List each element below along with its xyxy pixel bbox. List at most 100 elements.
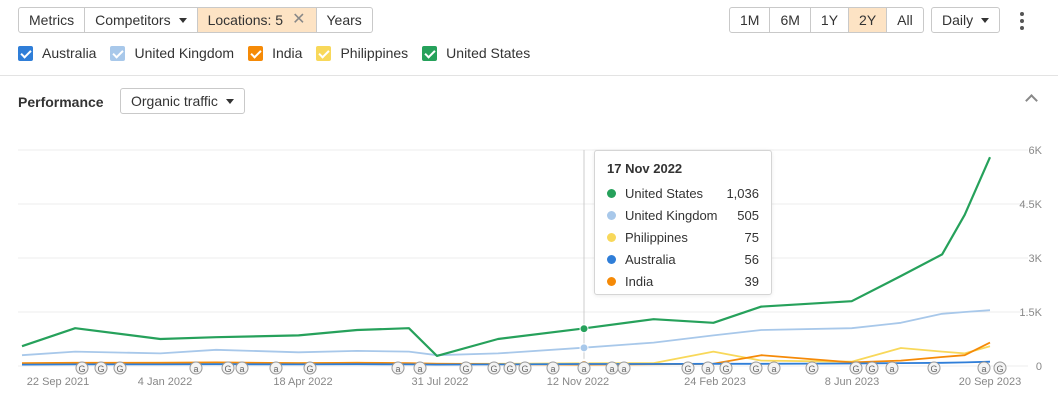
y-axis-ticks: 6K 4.5K 3K 1.5K 0 [1019,145,1042,373]
annotation-marker: G [749,361,763,375]
tooltip-series-name: India [625,273,654,289]
tooltip-series-value: 1,036 [726,185,759,201]
annotation-marker: a [701,361,715,375]
legend-item-united-kingdom[interactable]: United Kingdom [110,45,234,61]
legend-item-australia[interactable]: Australia [18,45,96,61]
tooltip-date: 17 Nov 2022 [607,161,683,176]
granularity-dropdown[interactable]: Daily [931,7,1001,33]
tooltip-series-name: Australia [625,251,676,267]
years-button[interactable]: Years [316,7,373,33]
annotation-label: G [506,364,513,374]
annotation-circle [269,361,283,375]
annotation-label: a [273,364,278,374]
series-legend: Australia United Kingdom India Philippin… [18,45,530,61]
annotation-marker: G [94,361,108,375]
annotation-marker: G [303,361,317,375]
x-tick-label: 31 Jul 2022 [412,376,469,388]
granularity-label: Daily [942,12,974,28]
more-options-icon[interactable] [1019,12,1025,30]
annotation-circle [75,361,89,375]
metric-label: Organic traffic [131,93,218,109]
annotation-label: G [808,364,815,374]
annotation-marker: a [269,361,283,375]
tooltip-series-value: 56 [744,251,759,267]
tooltip-row: United States 1,036 [607,182,759,204]
annotation-circle [927,361,941,375]
legend-item-philippines[interactable]: Philippines [316,45,408,61]
y-tick-label: 1.5K [1019,307,1042,319]
checkbox-icon[interactable] [422,45,438,61]
annotation-marker: G [681,361,695,375]
checkbox-icon[interactable] [316,45,332,61]
annotation-label: G [97,364,104,374]
annotation-circle [189,361,203,375]
competitors-label: Competitors [95,12,171,28]
tooltip-series-name: United States [625,185,704,201]
annotation-circle [719,361,733,375]
caret-down-icon [225,98,234,104]
annotation-marker: a [413,361,427,375]
annotation-circle [993,361,1007,375]
annotation-marker: G [993,361,1007,375]
checkbox-icon[interactable] [18,45,33,61]
annotation-marker: G [518,361,532,375]
legend-item-united-states[interactable]: United States [422,45,530,61]
annotation-circle [235,361,249,375]
legend-label: Philippines [340,45,409,61]
annotation-circle [459,361,473,375]
checkbox-icon[interactable] [248,45,264,61]
tooltip-series-name: United Kingdom [625,207,718,223]
range-6m-button[interactable]: 6M [770,7,811,33]
annotation-label: G [930,364,937,374]
range-1m-button[interactable]: 1M [729,7,771,33]
performance-title: Performance [18,94,104,110]
annotation-label: G [868,364,875,374]
legend-item-india[interactable]: India [248,45,302,61]
annotation-label: G [684,364,691,374]
annotation-marker: a [235,361,249,375]
annotation-label: G [224,364,231,374]
annotation-circle [487,361,501,375]
annotation-marker: G [75,361,89,375]
legend-label: Australia [42,45,97,61]
annotation-label: a [395,364,400,374]
series-dot [607,210,616,220]
tooltip-series-value: 39 [744,273,759,289]
metric-dropdown[interactable]: Organic traffic [120,88,245,114]
range-2y-button[interactable]: 2Y [849,7,888,33]
metrics-button[interactable]: Metrics [18,7,86,33]
annotation-marker: G [459,361,473,375]
annotation-label: a [193,364,198,374]
annotation-circle [681,361,695,375]
range-label: 1Y [820,12,839,28]
x-tick-label: 18 Apr 2022 [273,376,332,388]
tooltip-row: Australia 56 [607,248,759,270]
series-dot [607,232,616,242]
annotation-circle [701,361,715,375]
range-selector: 1M 6M 1Y 2Y All [729,7,924,33]
hover-marker [579,343,589,353]
annotation-circle [885,361,899,375]
annotation-marker: G [719,361,733,375]
range-1y-button[interactable]: 1Y [810,7,850,33]
organic-traffic-chart[interactable]: 6K 4.5K 3K 1.5K 0 22 Sep 2021 4 Jan 2022 18 Ap… [0,120,1058,402]
y-tick-label: 3K [1029,253,1043,265]
annotation-circle [221,361,235,375]
checkbox-icon[interactable] [110,45,126,61]
close-icon[interactable]: ✕ [292,11,306,28]
competitors-dropdown[interactable]: Competitors [85,7,198,33]
annotation-label: a [705,364,710,374]
tooltip-series-value: 75 [744,229,759,245]
locations-button[interactable]: Locations: 5 ✕ [197,7,317,33]
series-line [21,360,991,366]
annotation-label: G [78,364,85,374]
annotation-circle [518,361,532,375]
annotation-circle [546,361,560,375]
annotation-label: G [996,364,1003,374]
range-all-button[interactable]: All [887,7,924,33]
tooltip-series-name: Philippines [625,229,688,245]
annotation-marker: G [849,361,863,375]
annotation-marker: G [865,361,879,375]
annotation-label: a [621,364,626,374]
